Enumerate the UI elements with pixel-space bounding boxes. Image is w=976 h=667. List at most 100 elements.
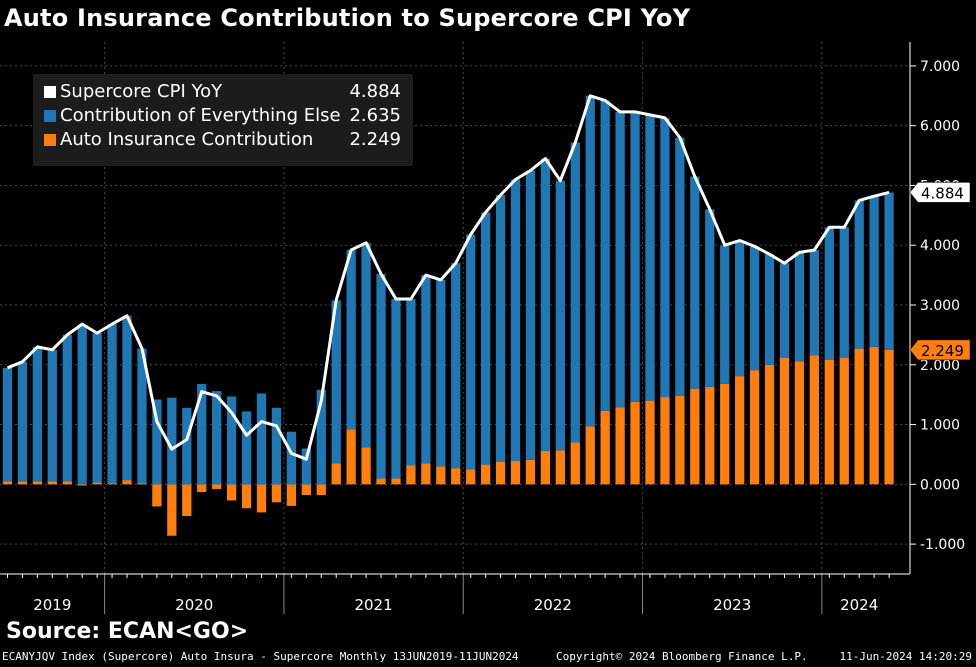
- legend-value: 2.635: [349, 105, 401, 126]
- bar-everything-else: [361, 242, 371, 448]
- bar-everything-else: [212, 391, 222, 485]
- bar-everything-else: [241, 411, 252, 485]
- bar-everything-else: [720, 245, 730, 384]
- bar-auto-insurance: [600, 410, 610, 485]
- bar-everything-else: [286, 431, 297, 485]
- badge-supercore-box: [909, 182, 971, 203]
- legend-label: Supercore CPI YoY: [60, 81, 223, 102]
- bar-auto-insurance: [645, 400, 655, 485]
- bar-auto-insurance: [525, 459, 536, 485]
- bar-everything-else: [540, 158, 551, 451]
- bar-everything-else: [77, 325, 87, 485]
- supercore-line: [6, 94, 890, 461]
- legend-swatch: [44, 86, 56, 98]
- bar-auto-insurance: [764, 364, 775, 485]
- bar-everything-else: [854, 200, 864, 349]
- bar-auto-insurance: [256, 484, 267, 513]
- bar-everything-else: [391, 299, 401, 479]
- bar-auto-insurance: [406, 465, 416, 485]
- bar-everything-else: [466, 234, 476, 470]
- bar-everything-else: [884, 192, 894, 350]
- bar-auto-insurance: [839, 357, 849, 485]
- bar-auto-insurance: [854, 348, 864, 485]
- bar-everything-else: [481, 212, 491, 465]
- legend-value: 4.884: [349, 81, 401, 102]
- y-tick-label: 2.000: [920, 358, 960, 374]
- bar-auto-insurance: [197, 484, 207, 493]
- bar-auto-insurance: [167, 484, 177, 536]
- bar-auto-insurance: [77, 484, 87, 486]
- bar-auto-insurance: [107, 483, 117, 485]
- bar-everything-else: [32, 346, 42, 482]
- bar-auto-insurance: [779, 357, 790, 485]
- bar-everything-else: [585, 95, 595, 427]
- bar-auto-insurance: [212, 484, 222, 490]
- bar-everything-else: [690, 176, 700, 389]
- x-year-label: 2022: [534, 596, 572, 614]
- bar-auto-insurance: [481, 464, 491, 485]
- bar-auto-insurance: [869, 346, 879, 485]
- footer-copyright: Copyright© 2024 Bloomberg Finance L.P.: [556, 650, 808, 663]
- bar-auto-insurance: [152, 484, 162, 507]
- x-year-label: 2021: [354, 596, 392, 614]
- bar-everything-else: [92, 333, 102, 483]
- bar-auto-insurance: [705, 386, 715, 485]
- legend-swatch: [44, 110, 56, 122]
- bar-everything-else: [510, 179, 521, 462]
- bar-auto-insurance: [466, 469, 476, 485]
- bar-everything-else: [2, 367, 13, 482]
- bar-auto-insurance: [540, 450, 551, 485]
- bar-everything-else: [137, 348, 147, 484]
- bar-auto-insurance: [122, 480, 132, 485]
- bar-auto-insurance: [271, 484, 282, 503]
- bar-auto-insurance: [675, 395, 685, 485]
- bar-auto-insurance: [510, 461, 521, 485]
- bar-everything-else: [764, 254, 775, 365]
- x-year-label: 2024: [840, 596, 878, 614]
- bar-auto-insurance: [316, 484, 326, 496]
- bar-auto-insurance: [421, 463, 431, 485]
- bar-auto-insurance: [331, 463, 341, 485]
- y-tick-label: 4.000: [920, 238, 960, 254]
- bar-everything-else: [495, 195, 506, 462]
- bar-everything-else: [331, 300, 341, 464]
- bar-everything-else: [301, 448, 311, 485]
- bar-auto-insurance: [555, 450, 565, 485]
- bar-everything-else: [182, 407, 192, 485]
- bar-everything-else: [316, 389, 326, 485]
- bar-everything-else: [421, 275, 431, 464]
- bar-auto-insurance: [824, 360, 834, 485]
- legend-box: [33, 74, 413, 166]
- bar-auto-insurance: [809, 355, 819, 485]
- y-tick-label: 7.000: [920, 59, 960, 75]
- legend-layer: Supercore CPI YoY 4.884 Contribution of Ev…: [33, 74, 413, 166]
- bar-everything-else: [167, 397, 177, 485]
- badge-auto-insurance-box: [909, 339, 971, 361]
- bar-auto-insurance: [32, 481, 42, 485]
- x-year-label: 2020: [175, 596, 213, 614]
- badge-supercore-label: 4.884: [921, 184, 964, 202]
- bar-auto-insurance: [182, 484, 192, 517]
- bar-auto-insurance: [585, 426, 595, 485]
- legend-label: Auto Insurance Contribution: [60, 129, 313, 150]
- line-layer: [6, 94, 890, 461]
- bar-everything-else: [675, 137, 685, 396]
- bar-auto-insurance: [720, 383, 730, 485]
- x-year-label: 2023: [713, 596, 751, 614]
- bar-auto-insurance: [630, 401, 640, 485]
- bar-auto-insurance: [301, 484, 311, 496]
- bar-auto-insurance: [2, 481, 13, 485]
- bar-auto-insurance: [451, 468, 461, 485]
- bar-everything-else: [376, 273, 386, 479]
- badge-auto-insurance-label: 2.249: [921, 342, 964, 360]
- bar-auto-insurance: [735, 376, 745, 485]
- y-tick-label: 1.000: [920, 418, 960, 434]
- bar-auto-insurance: [794, 361, 805, 485]
- bar-everything-else: [824, 227, 834, 361]
- bar-everything-else: [660, 117, 670, 398]
- y-tick-label: -1.000: [920, 537, 965, 553]
- bar-everything-else: [525, 170, 536, 460]
- bar-everything-else: [570, 142, 580, 443]
- bar-auto-insurance: [361, 447, 371, 485]
- bar-auto-insurance: [241, 484, 252, 509]
